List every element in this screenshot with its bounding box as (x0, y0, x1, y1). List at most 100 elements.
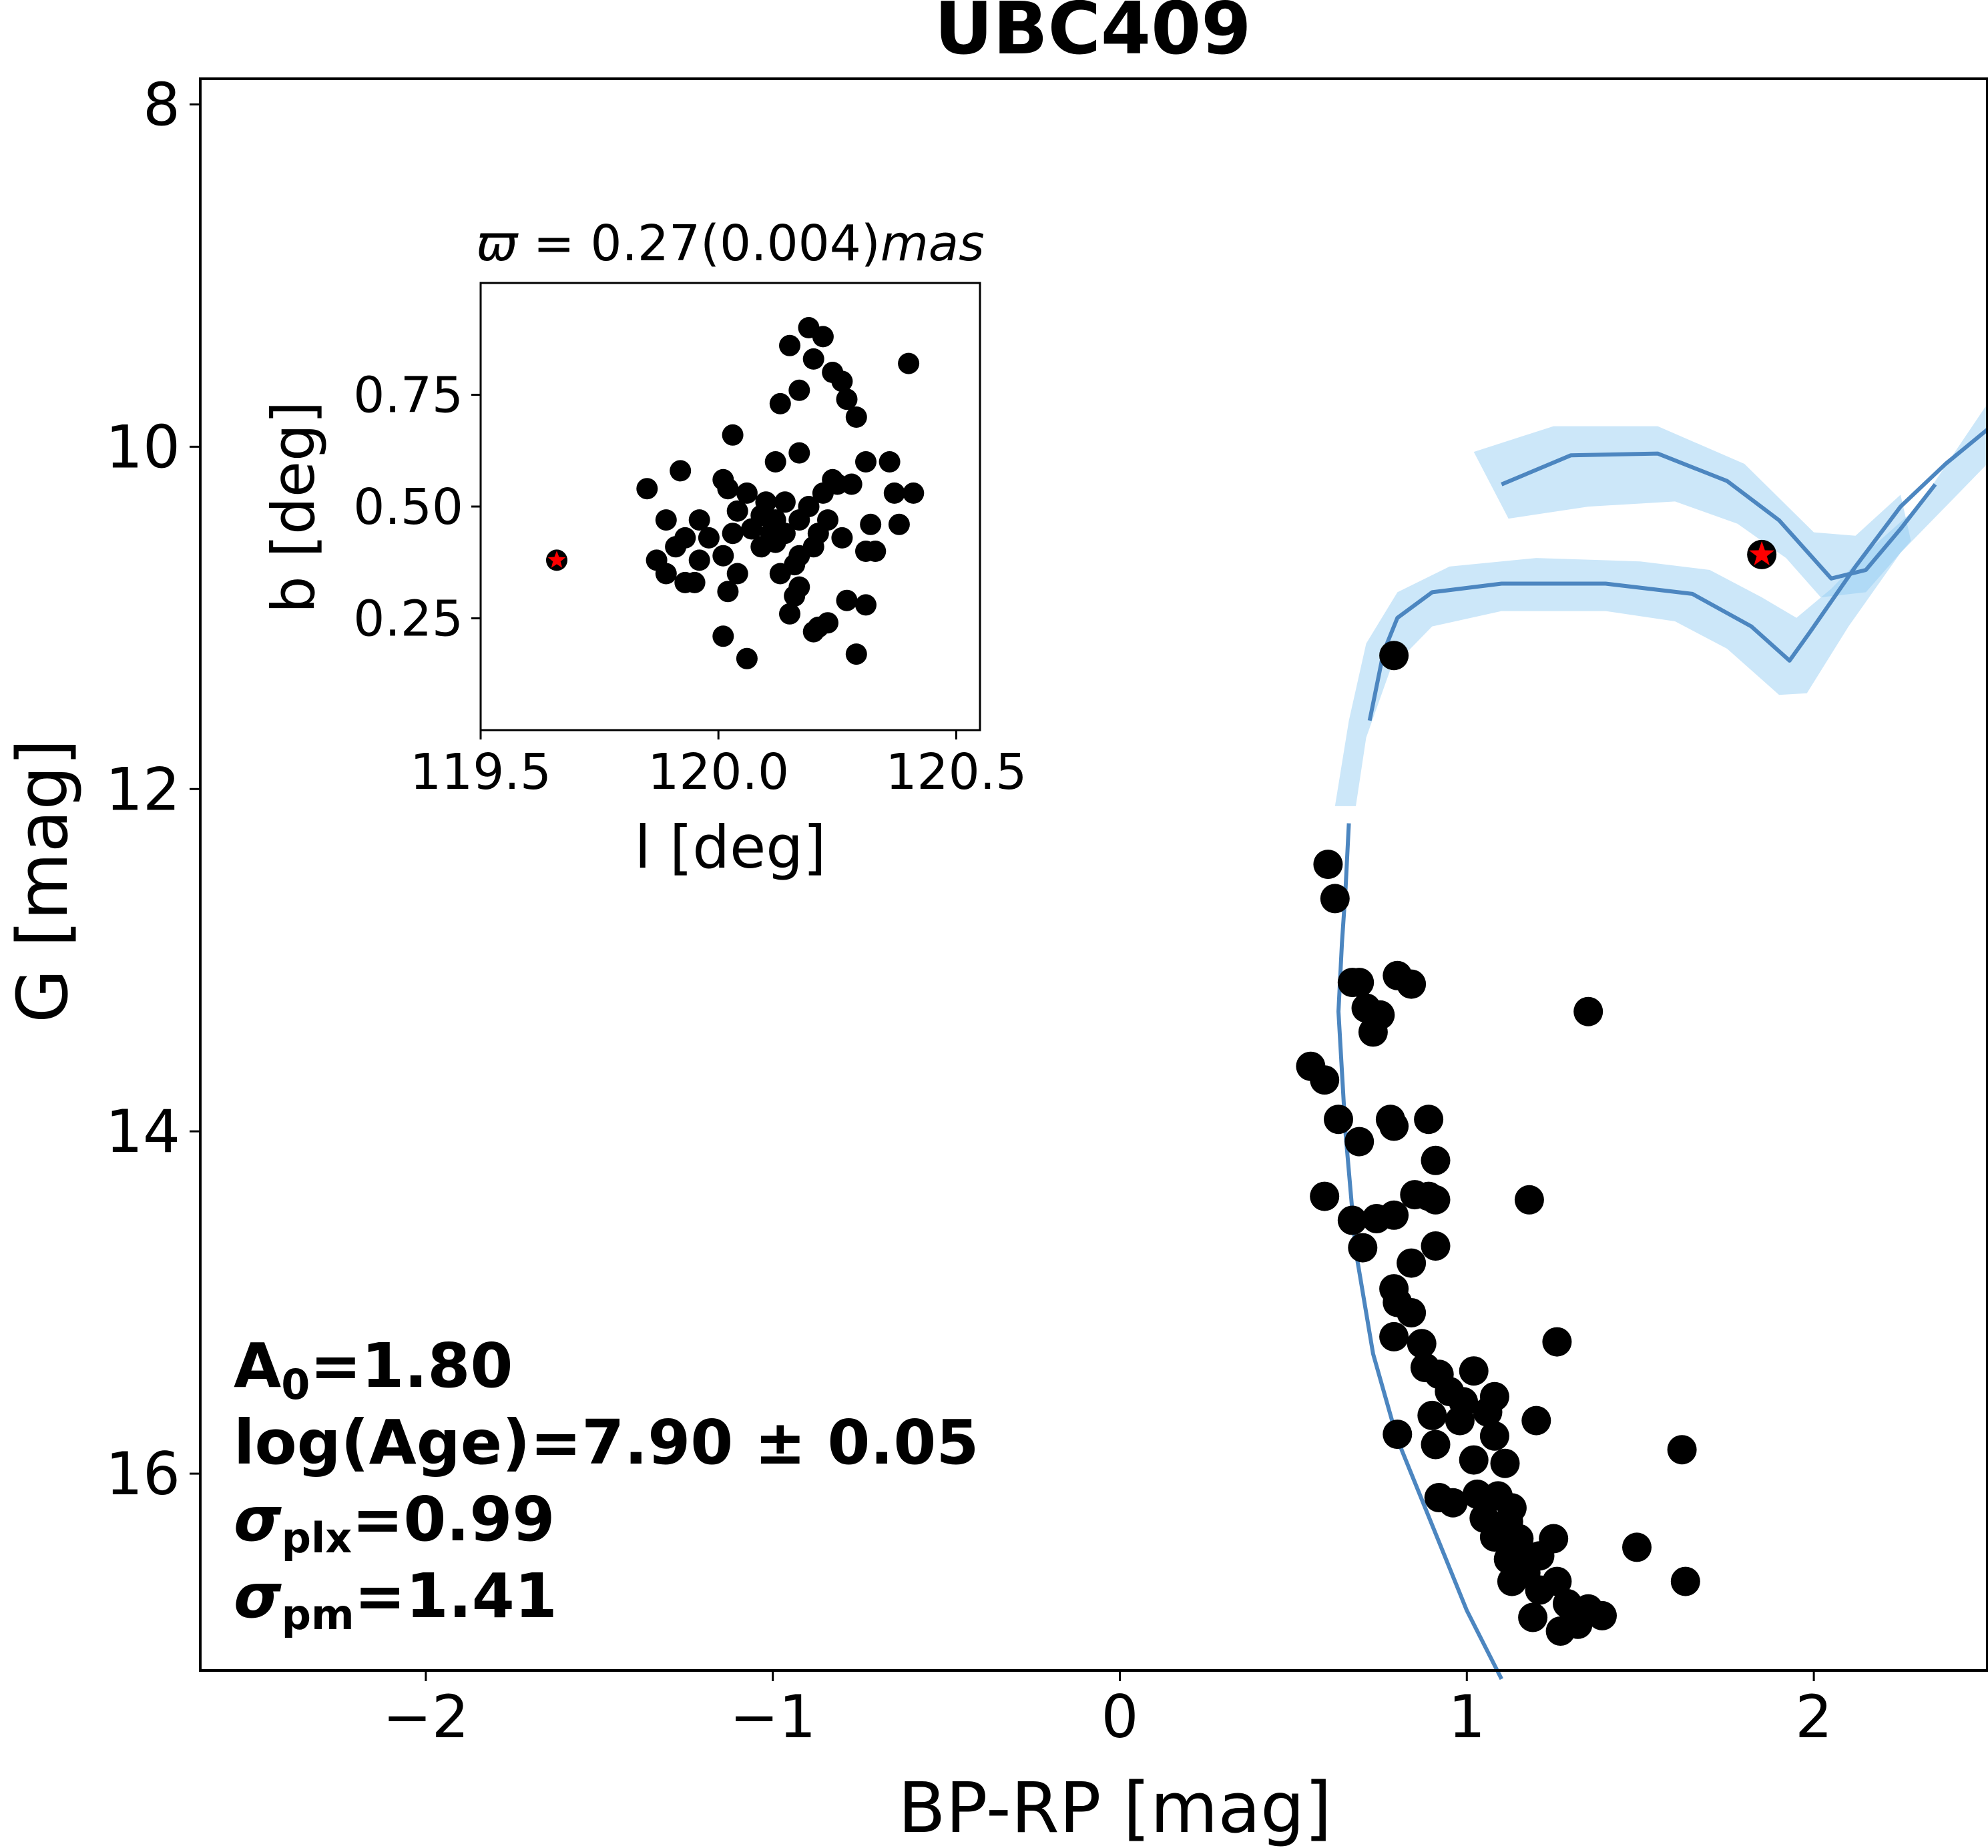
member-point (1490, 1448, 1520, 1478)
inset-member-point (717, 581, 739, 603)
inset-y-axis-label: b [deg] (259, 401, 328, 613)
x-axis-label: BP-RP [mag] (898, 1767, 1332, 1848)
member-point (1421, 1231, 1451, 1261)
member-point (1414, 1105, 1444, 1135)
member-point (1479, 1421, 1509, 1451)
inset-member-point (855, 541, 877, 562)
inset-member-point (717, 478, 739, 500)
extinction-subscript: 0 (281, 1360, 310, 1409)
member-point (1310, 1181, 1340, 1211)
inset-member-point (788, 379, 810, 401)
annotation-sigma-plx: σplx=0.99 (234, 1484, 555, 1562)
inset-member-point (831, 370, 853, 392)
member-point (1344, 1127, 1375, 1157)
member-point (1421, 1145, 1451, 1175)
member-point (1417, 1400, 1447, 1430)
y-tick-label: 10 (105, 412, 180, 481)
member-point (1518, 1602, 1548, 1632)
extinction-value: =1.80 (310, 1330, 513, 1402)
y-tick-label: 16 (105, 1440, 180, 1508)
inset-y-tick-label: 0.75 (353, 367, 463, 424)
highlight-star (1749, 541, 1775, 566)
inset-y-tick-label: 0.25 (353, 591, 463, 648)
main-axes-frame (199, 77, 1988, 1672)
inset-member-point (655, 509, 677, 531)
sigma-pm-symbol: σ (234, 1560, 282, 1632)
annotation-age: log(Age)=7.90 ± 0.05 (234, 1407, 979, 1478)
inset-member-point (726, 563, 748, 585)
member-point (1587, 1600, 1617, 1630)
inset-member-point (802, 348, 824, 370)
x-tick-label: 2 (1795, 1682, 1832, 1751)
uncertainty-band-1 (1334, 404, 1987, 806)
inset-member-point (655, 563, 677, 585)
inset-member-point (812, 326, 834, 348)
member-point (1397, 969, 1427, 999)
inset-member-point (741, 518, 763, 540)
isochrone-line-2 (1367, 428, 1988, 721)
inset-member-point (688, 549, 710, 571)
member-point (1358, 1017, 1388, 1047)
sigma-plx-subscript: plx (282, 1514, 352, 1562)
member-point (1514, 1185, 1544, 1215)
member-point (1324, 1105, 1353, 1135)
inset-member-points (636, 317, 925, 669)
inset-member-point (831, 527, 853, 549)
member-point (1379, 641, 1409, 671)
inset-y-axis-ticks: 0.25 0.50 0.75 (353, 367, 481, 648)
inset-member-point (860, 513, 882, 535)
member-point (1473, 1397, 1503, 1427)
inset-x-tick-label: 120.0 (648, 743, 789, 801)
member-point (1521, 1406, 1551, 1436)
y-tick-label: 14 (105, 1097, 180, 1166)
x-tick-label: −1 (730, 1682, 816, 1751)
member-point (1459, 1445, 1489, 1475)
member-point (1670, 1566, 1700, 1596)
inset-title-value: = 0.27(0.004) (517, 215, 880, 272)
inset-member-point (779, 334, 800, 356)
member-point (1379, 1200, 1409, 1230)
member-point (1344, 968, 1375, 998)
inset-member-point (769, 563, 791, 585)
annotation-sigma-pm: σpm=1.41 (234, 1560, 557, 1639)
member-point (1320, 884, 1350, 914)
y-axis-label: G [mag] (2, 739, 83, 1023)
isochrone-line-3 (1501, 451, 1937, 581)
member-point (1337, 1205, 1367, 1235)
sigma-pm-value: =1.41 (354, 1560, 557, 1632)
member-points (1296, 641, 1700, 1646)
member-point (1397, 1298, 1427, 1327)
x-tick-label: 0 (1101, 1682, 1138, 1751)
inset-member-point (774, 491, 796, 513)
inset-y-tick-label: 0.50 (353, 479, 463, 536)
y-tick-label: 12 (105, 755, 180, 824)
member-point (1407, 1329, 1437, 1359)
inset-member-point (879, 451, 901, 473)
member-point (1348, 1233, 1378, 1263)
sigma-plx-symbol: σ (234, 1484, 282, 1555)
member-point (1479, 1522, 1509, 1552)
inset-member-point (836, 388, 858, 410)
inset-member-point (764, 531, 786, 553)
inset-x-tick-label: 120.5 (885, 743, 1027, 801)
sigma-pm-subscript: pm (282, 1590, 354, 1639)
chart-title: UBC409 (935, 0, 1252, 71)
inset-member-point (903, 482, 925, 504)
member-point (1542, 1327, 1572, 1357)
inset-member-point (736, 647, 758, 669)
inset-member-point (688, 509, 710, 531)
member-point (1379, 1321, 1409, 1351)
inset-plot: ϖ = 0.27(0.004)mas 119.5 120.0 120.5 0.250… (259, 215, 1027, 882)
annotations: A0=1.80 log(Age)=7.90 ± 0.05 σplx=0.99 σ… (234, 1330, 979, 1639)
inset-member-point (845, 643, 867, 665)
y-tick-label: 8 (143, 70, 180, 139)
highlighted-star-marker (1747, 539, 1777, 569)
inset-member-point (888, 513, 910, 535)
extinction-symbol: A (234, 1330, 281, 1402)
uncertainty-band-2 (1473, 426, 1911, 597)
member-point (1445, 1406, 1475, 1436)
inset-member-point (764, 451, 786, 473)
